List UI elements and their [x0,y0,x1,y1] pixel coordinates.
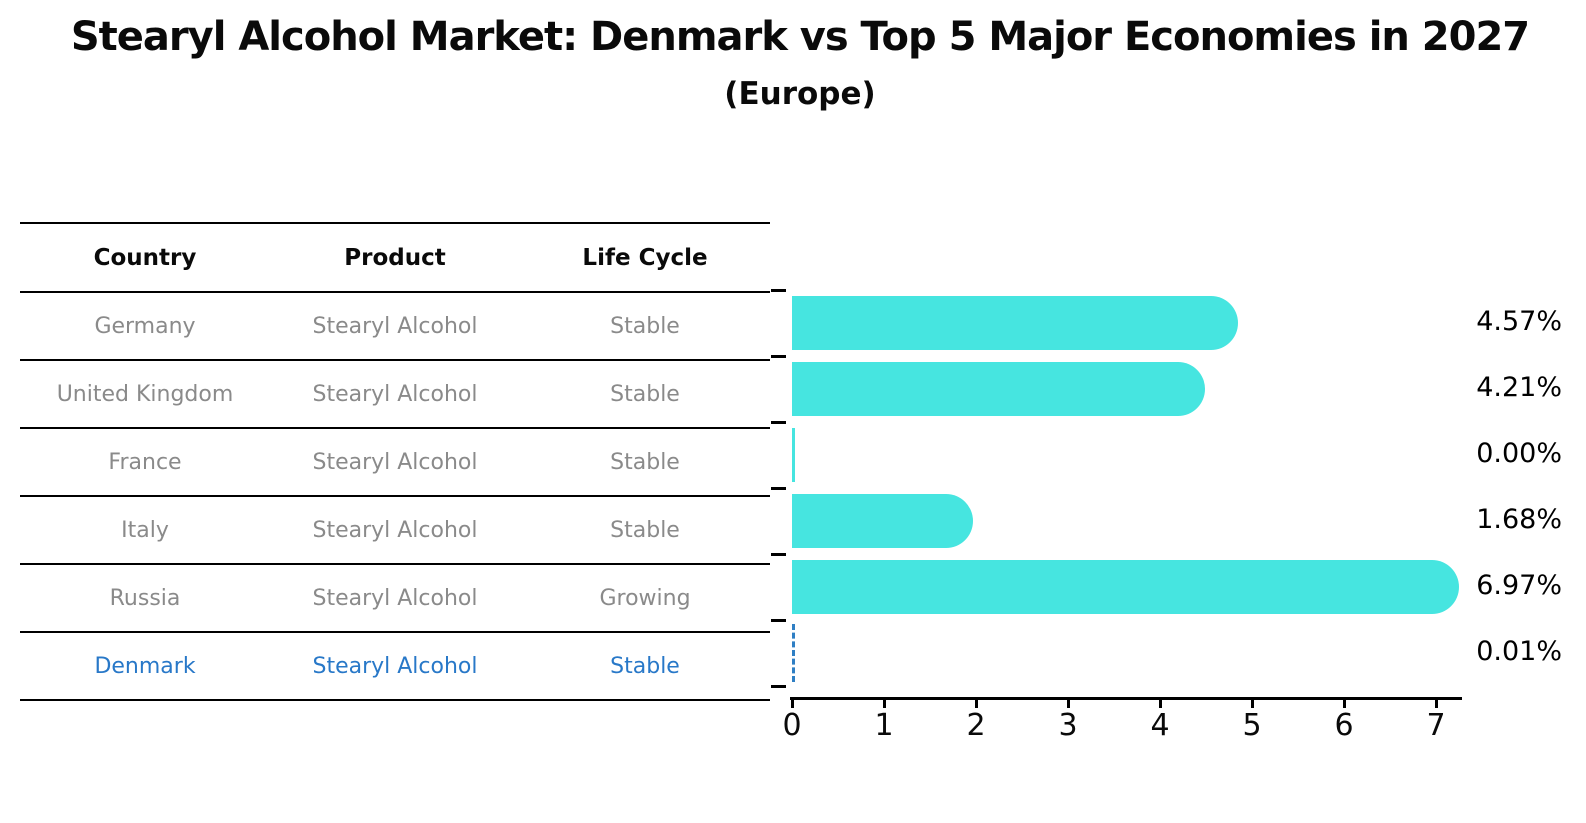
page-title: Stearyl Alcohol Market: Denmark vs Top 5… [70,14,1530,60]
x-axis-tick-label: 6 [1334,708,1354,743]
cell-life-cycle: Stable [610,517,680,543]
chart-bar-germany [792,296,1239,350]
cell-life-cycle: Stable [610,381,680,407]
cell-country: United Kingdom [56,381,234,407]
x-axis-tick-mark [790,700,794,708]
header-cell-country: Country [93,244,197,271]
cell-country: Denmark [94,653,196,679]
cell-product: Stearyl Alcohol [312,517,478,543]
cell-product: Stearyl Alcohol [312,449,478,475]
chart-bar-united-kingdom [792,362,1206,416]
comparison-table: Country Product Life Cycle Germany Stear… [20,222,770,701]
bar-value-label: 0.00% [1476,438,1562,469]
x-axis-tick-label: 1 [874,708,894,743]
x-axis-tick-label: 4 [1150,708,1170,743]
table-row-france: France Stearyl Alcohol Stable [20,429,770,497]
x-axis-tick-label: 0 [782,708,802,743]
x-axis-tick-mark [1158,700,1162,708]
x-axis-tick-mark [1250,700,1254,708]
bar-value-label: 6.97% [1476,570,1562,601]
x-axis-tick-mark [1342,700,1346,708]
y-axis-tick [771,354,786,358]
cell-product: Stearyl Alcohol [312,313,478,339]
x-axis-tick-mark [974,700,978,708]
table-row-russia: Russia Stearyl Alcohol Growing [20,565,770,633]
cell-product: Stearyl Alcohol [312,653,478,679]
x-axis-tick-label: 7 [1426,708,1446,743]
page-subtitle: (Europe) [724,76,876,112]
x-axis-tick-mark [1434,700,1438,708]
x-axis-tick-label: 5 [1242,708,1262,743]
table-header-row: Country Product Life Cycle [20,222,770,293]
table-row-germany: Germany Stearyl Alcohol Stable [20,293,770,361]
chart-bar-france [792,428,795,482]
y-axis-tick [771,288,786,292]
cell-life-cycle: Stable [610,313,680,339]
x-axis-line [790,697,1462,700]
cell-life-cycle: Growing [599,585,691,611]
y-axis-tick [771,552,786,556]
header-cell-product: Product [344,244,446,271]
chart-bar-denmark-dashed-marker [792,624,795,682]
bar-value-label: 4.21% [1476,372,1562,403]
x-axis-tick-mark [882,700,886,708]
bar-value-label: 1.68% [1476,504,1562,535]
cell-product: Stearyl Alcohol [312,381,478,407]
cell-life-cycle: Stable [610,449,680,475]
y-axis-tick [771,486,786,490]
table-row-united-kingdom: United Kingdom Stearyl Alcohol Stable [20,361,770,429]
cell-country: France [108,449,182,475]
y-axis-tick [771,684,786,688]
x-axis-tick-label: 2 [966,708,986,743]
cell-country: Germany [94,313,196,339]
cell-product: Stearyl Alcohol [312,585,478,611]
x-axis-tick-label: 3 [1058,708,1078,743]
cell-country: Italy [121,517,169,543]
cell-life-cycle: Stable [610,653,680,679]
y-axis-tick [771,420,786,424]
table-row-denmark-highlighted: Denmark Stearyl Alcohol Stable [20,633,770,701]
cell-country: Russia [109,585,181,611]
x-axis-tick-mark [1066,700,1070,708]
chart-bar-russia [792,560,1460,614]
table-row-italy: Italy Stearyl Alcohol Stable [20,497,770,565]
y-axis-tick [771,618,786,622]
header-cell-life-cycle: Life Cycle [582,244,708,271]
bar-value-label: 0.01% [1476,636,1562,667]
chart-bar-italy [792,494,973,548]
bar-value-label: 4.57% [1476,306,1562,337]
